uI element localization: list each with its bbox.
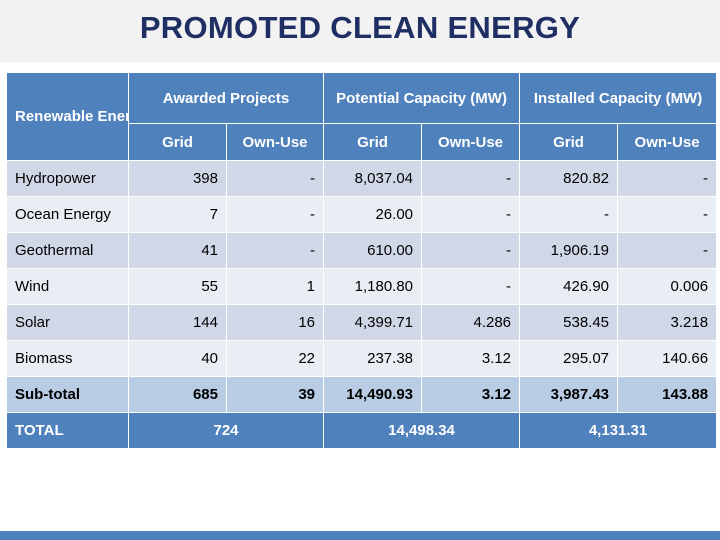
header-renewable-energy: Renewable Energy (6, 72, 129, 161)
header-awarded-projects: Awarded Projects (127, 72, 325, 124)
cell-installed-own-use: 140.66 (617, 340, 718, 377)
clean-energy-table: Renewable Energy Awarded Projects Potent… (6, 72, 718, 449)
cell-potential-own-use: - (421, 232, 521, 269)
cell-awarded-grid: 40 (128, 340, 227, 377)
cell-potential-own-use: 4.286 (421, 304, 521, 341)
title-band: PROMOTED CLEAN ENERGY (0, 0, 720, 62)
row-name: Ocean Energy (6, 196, 129, 233)
header-potential-grid: Grid (323, 123, 423, 161)
cell-awarded-grid: 7 (128, 196, 227, 233)
cell-installed-own-use: 0.006 (617, 268, 718, 305)
total-potential-capacity: 14,498.34 (323, 412, 521, 449)
cell-installed-own-use: - (617, 160, 718, 197)
header-awarded-grid: Grid (128, 123, 227, 161)
cell-potential-own-use: - (421, 268, 521, 305)
subtotal-installed-grid: 3,987.43 (519, 376, 619, 413)
cell-potential-own-use: 3.12 (421, 340, 521, 377)
cell-awarded-own-use: 16 (225, 304, 325, 341)
footer-accent-bar (0, 531, 720, 540)
row-name: Solar (6, 304, 129, 341)
total-installed-capacity: 4,131.31 (519, 412, 718, 449)
table-row: Wind 55 1 1,180.80 - 426.90 0.006 (6, 268, 718, 305)
cell-installed-grid: 426.90 (519, 268, 619, 305)
subtotal-potential-grid: 14,490.93 (323, 376, 423, 413)
cell-potential-grid: 237.38 (323, 340, 423, 377)
header-installed-capacity: Installed Capacity (MW) (519, 72, 718, 124)
cell-awarded-grid: 144 (128, 304, 227, 341)
table-row: Hydropower 398 - 8,037.04 - 820.82 - (6, 160, 718, 197)
cell-installed-own-use: - (617, 196, 718, 233)
subtotal-potential-own-use: 3.12 (421, 376, 521, 413)
header-potential-capacity: Potential Capacity (MW) (323, 72, 521, 124)
cell-awarded-grid: 55 (128, 268, 227, 305)
cell-potential-grid: 1,180.80 (323, 268, 423, 305)
cell-awarded-own-use: 1 (225, 268, 325, 305)
cell-potential-own-use: - (421, 160, 521, 197)
cell-awarded-grid: 41 (128, 232, 227, 269)
cell-potential-grid: 4,399.71 (323, 304, 423, 341)
cell-potential-own-use: - (421, 196, 521, 233)
row-name: Geothermal (6, 232, 129, 269)
subtotal-awarded-own-use: 39 (225, 376, 325, 413)
cell-potential-grid: 610.00 (323, 232, 423, 269)
header-potential-own-use: Own-Use (421, 123, 521, 161)
subtotal-label: Sub-total (6, 376, 129, 413)
cell-awarded-own-use: - (225, 232, 325, 269)
cell-potential-grid: 26.00 (323, 196, 423, 233)
cell-installed-grid: 820.82 (519, 160, 619, 197)
header-awarded-own-use: Own-Use (225, 123, 325, 161)
cell-awarded-own-use: - (225, 160, 325, 197)
row-name: Wind (6, 268, 129, 305)
cell-installed-own-use: 3.218 (617, 304, 718, 341)
header-installed-own-use: Own-Use (617, 123, 718, 161)
cell-installed-grid: 1,906.19 (519, 232, 619, 269)
row-name: Hydropower (6, 160, 129, 197)
header-row-1: Renewable Energy Awarded Projects Potent… (6, 72, 718, 161)
cell-installed-grid: 295.07 (519, 340, 619, 377)
subtotal-row: Sub-total 685 39 14,490.93 3.12 3,987.43… (6, 376, 718, 413)
subtotal-installed-own-use: 143.88 (617, 376, 718, 413)
table-row: Biomass 40 22 237.38 3.12 295.07 140.66 (6, 340, 718, 377)
cell-installed-own-use: - (617, 232, 718, 269)
row-name: Biomass (6, 340, 129, 377)
cell-awarded-own-use: - (225, 196, 325, 233)
header-installed-grid: Grid (519, 123, 619, 161)
subtotal-awarded-grid: 685 (128, 376, 227, 413)
header-row-2: Grid Own-Use Grid Own-Use Grid Own-Use (7, 123, 718, 161)
cell-awarded-own-use: 22 (225, 340, 325, 377)
table-row: Solar 144 16 4,399.71 4.286 538.45 3.218 (6, 304, 718, 341)
total-label: TOTAL (6, 412, 129, 449)
cell-installed-grid: - (519, 196, 619, 233)
cell-potential-grid: 8,037.04 (323, 160, 423, 197)
cell-awarded-grid: 398 (128, 160, 227, 197)
cell-installed-grid: 538.45 (519, 304, 619, 341)
total-awarded-projects: 724 (127, 412, 325, 449)
total-row: TOTAL 724 14,498.34 4,131.31 (6, 412, 718, 449)
table-row: Ocean Energy 7 - 26.00 - - - (6, 196, 718, 233)
table-row: Geothermal 41 - 610.00 - 1,906.19 - (6, 232, 718, 269)
slide-title: PROMOTED CLEAN ENERGY (139, 10, 581, 45)
